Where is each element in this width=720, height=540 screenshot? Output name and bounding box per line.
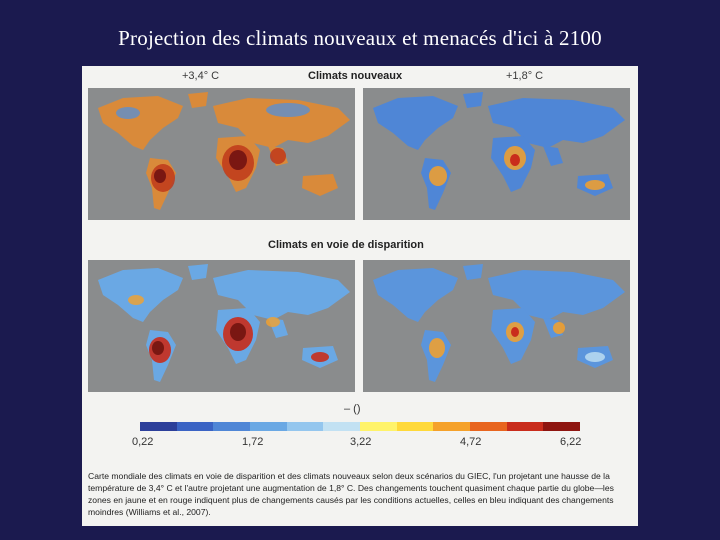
right-scenario-label: +1,8° C	[506, 70, 544, 82]
disappearing-climates-heading: Climats en voie de disparition	[268, 239, 424, 251]
scale-segment	[286, 422, 324, 431]
scale-segment	[176, 422, 214, 431]
map-disappearing-climates-1-8	[363, 260, 630, 392]
slide-title: Projection des climats nouveaux et menac…	[118, 26, 602, 50]
map-disappearing-climates-3-4	[88, 260, 355, 392]
scale-segment	[396, 422, 434, 431]
scale-segment	[433, 422, 471, 431]
scale-tick: 3,22	[350, 436, 372, 448]
map-new-climates-1-8	[363, 88, 630, 220]
scale-tick: 6,22	[560, 436, 582, 448]
scale-segment	[506, 422, 544, 431]
scale-segment	[213, 422, 251, 431]
figure-caption: Carte mondiale des climats en voie de di…	[88, 471, 614, 517]
scale-label: – ()	[344, 403, 361, 415]
left-scenario-label: +3,4° C	[182, 70, 220, 82]
scale-segment	[543, 422, 581, 431]
scale-segment	[250, 422, 287, 431]
climate-figure: +3,4° C Climats nouveaux +1,8° C	[82, 66, 638, 526]
color-scale-bar	[140, 422, 581, 431]
new-climates-heading: Climats nouveaux	[308, 70, 403, 82]
scale-segment	[140, 422, 177, 431]
scale-tick: 0,22	[132, 436, 154, 448]
scale-tick: 1,72	[242, 436, 264, 448]
scale-segment	[470, 422, 507, 431]
map-new-climates-3-4	[88, 88, 355, 220]
scale-segment	[323, 422, 361, 431]
scale-tick: 4,72	[460, 436, 482, 448]
scale-segment	[360, 422, 397, 431]
